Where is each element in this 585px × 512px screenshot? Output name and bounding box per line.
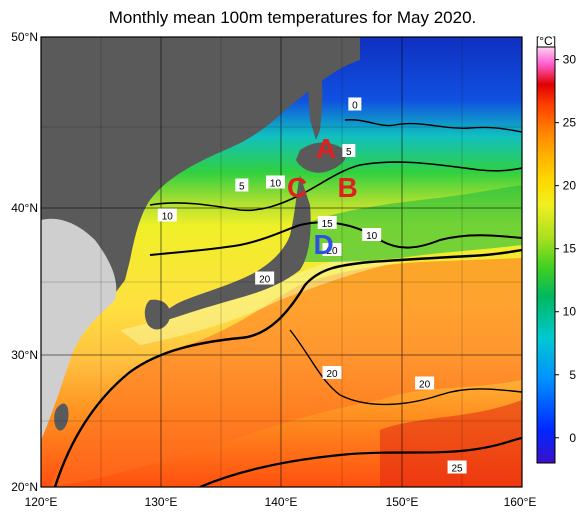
contour-label: 10 bbox=[362, 228, 382, 242]
isotherm-20 bbox=[53, 248, 522, 487]
contour-label-box bbox=[322, 243, 342, 256]
contour-label-text: 20 bbox=[419, 380, 431, 391]
isotherm-10 bbox=[149, 221, 522, 256]
contour-label: 0 bbox=[348, 97, 362, 112]
contour-label: 20 bbox=[415, 376, 435, 391]
contour-label-box bbox=[265, 175, 285, 189]
colorbar-tick-label: 15 bbox=[563, 242, 577, 256]
contour-label-text: 10 bbox=[366, 231, 378, 242]
lon-label-160: 160°E bbox=[504, 495, 537, 509]
contour-label-box bbox=[362, 228, 382, 241]
land-taiwan bbox=[54, 403, 69, 431]
colorbar-tick-label: 5 bbox=[569, 368, 576, 382]
colorbar-unit-label: [°C] bbox=[536, 34, 556, 48]
colorbar: [°C] 30 25 20 15 10 5 0 bbox=[536, 34, 576, 464]
colorbar-tick-label: 30 bbox=[563, 53, 577, 67]
contour-label-text: 5 bbox=[239, 182, 245, 193]
contour-label: 25 bbox=[447, 460, 467, 475]
contour-label-text: 10 bbox=[162, 212, 174, 223]
contour-label-box bbox=[348, 97, 362, 111]
graticule bbox=[41, 37, 522, 487]
contour-label-text: 0 bbox=[352, 101, 358, 112]
lat-label-30: 30°N bbox=[11, 348, 38, 362]
contour-label: 15 bbox=[317, 216, 337, 230]
land-asia bbox=[41, 37, 360, 400]
colorbar-tick-label: 0 bbox=[569, 431, 576, 445]
contour-label-box bbox=[235, 178, 249, 192]
region-letter-a: A bbox=[316, 133, 336, 164]
contour-label-text: 25 bbox=[452, 464, 464, 475]
contour-label: 10 bbox=[265, 175, 285, 190]
kuroshio-warm-band bbox=[50, 258, 522, 487]
contour-label: 10 bbox=[157, 208, 177, 223]
colorbar-tick-label: 25 bbox=[563, 116, 577, 130]
contour-label-text: 10 bbox=[270, 179, 282, 190]
contour-label-text: 20 bbox=[259, 275, 271, 286]
land-korea-china-shadow bbox=[41, 218, 117, 440]
lon-label-130: 130°E bbox=[145, 495, 178, 509]
contour-label-text: 5 bbox=[346, 147, 352, 158]
contour-label-box bbox=[255, 271, 275, 285]
graticule-fine bbox=[41, 37, 522, 487]
contour-label-box bbox=[415, 376, 435, 390]
land-honshu bbox=[158, 175, 311, 322]
contour-label: 20 bbox=[255, 271, 275, 286]
cool-eddy-band bbox=[120, 260, 400, 345]
isotherm-0 bbox=[344, 119, 522, 133]
land-hokkaido bbox=[296, 142, 347, 173]
contour-label-layer: 0 5 5 10 10 15 10 20 20 20 20 25 bbox=[157, 97, 467, 475]
lat-label-20: 20°N bbox=[11, 480, 38, 494]
region-letter-b: B bbox=[338, 172, 358, 203]
map-title: Monthly mean 100m temperatures for May 2… bbox=[108, 8, 477, 27]
lon-label-150: 150°E bbox=[386, 495, 419, 509]
contour-label-box bbox=[322, 366, 342, 379]
land-kyushu-shikoku bbox=[144, 299, 171, 330]
colorbar-tick-label: 20 bbox=[563, 179, 577, 193]
red-warm-core bbox=[380, 400, 522, 487]
contour-label-text: 20 bbox=[326, 369, 338, 380]
land-sakhalin bbox=[308, 60, 323, 140]
contour-label-text: 20 bbox=[326, 246, 338, 257]
subarctic-front bbox=[300, 185, 522, 262]
contour-label: 20 bbox=[322, 243, 342, 257]
contour-label: 5 bbox=[342, 144, 356, 158]
contour-label: 20 bbox=[322, 366, 342, 380]
isotherm-20-south bbox=[289, 329, 522, 406]
lon-label-140: 140°E bbox=[265, 495, 298, 509]
contour-label-text: 15 bbox=[322, 219, 334, 230]
region-letter-d: D bbox=[313, 229, 333, 260]
contour-label: 5 bbox=[235, 178, 249, 193]
contour-label-box bbox=[447, 460, 467, 474]
colorbar-gradient bbox=[536, 46, 556, 464]
isotherm-25 bbox=[199, 436, 522, 487]
region-letter-c: C bbox=[287, 172, 307, 203]
lon-label-120: 120°E bbox=[25, 495, 58, 509]
lat-label-50: 50°N bbox=[11, 30, 38, 44]
contour-label-box bbox=[157, 208, 177, 222]
lat-label-40: 40°N bbox=[11, 201, 38, 215]
contour-label-box bbox=[317, 216, 337, 229]
map-frame bbox=[40, 36, 523, 488]
colorbar-ticks: 30 25 20 15 10 5 0 bbox=[555, 53, 576, 445]
colorbar-tick-label: 10 bbox=[563, 305, 577, 319]
contour-label-box bbox=[342, 144, 356, 157]
